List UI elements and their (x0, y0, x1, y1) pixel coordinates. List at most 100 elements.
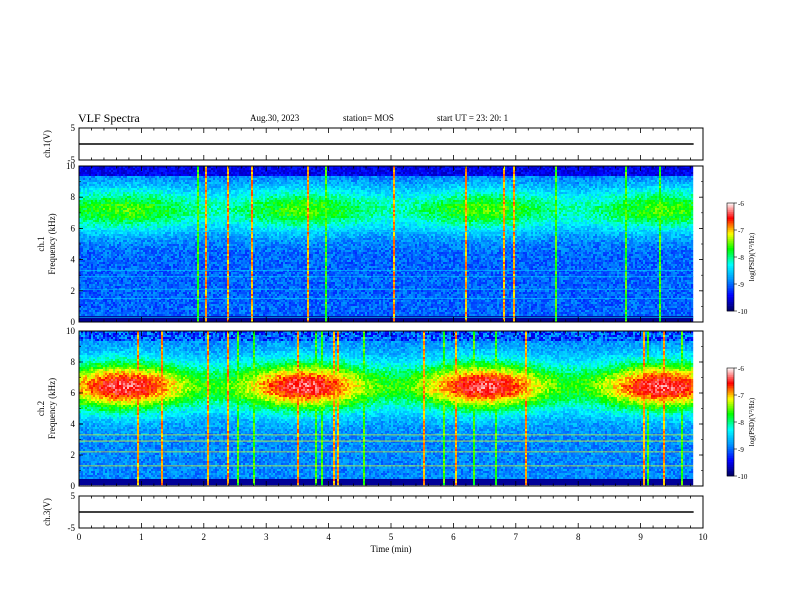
spectrogram-cell (105, 310, 107, 312)
spectrogram-cell (111, 260, 113, 262)
spectrogram-cell (127, 194, 129, 196)
spectrogram-cell (131, 312, 133, 314)
spectrogram-cell (127, 280, 129, 282)
spectrogram-cell (99, 268, 101, 270)
spectrogram-cell (99, 236, 101, 238)
spectrogram-cell (127, 218, 129, 220)
spectrogram-cell (95, 302, 97, 304)
spectrogram-cell (89, 312, 91, 314)
spectrogram-cell (135, 200, 137, 202)
spectrogram-cell (85, 290, 87, 292)
spectrogram-cell (141, 278, 143, 280)
spectrogram-cell (131, 182, 133, 184)
spectrogram-cell (127, 174, 129, 176)
spectrogram-cell (129, 192, 131, 194)
spectrogram-cell (93, 196, 95, 198)
spectrogram-cell (121, 262, 123, 264)
spectrogram-cell (85, 182, 87, 184)
spectrogram-cell (115, 172, 117, 174)
spectrogram-cell (115, 204, 117, 206)
spectrogram-cell (121, 170, 123, 172)
spectrogram-cell (131, 262, 133, 264)
spectrogram-cell (121, 210, 123, 212)
spectrogram-cell (101, 234, 103, 236)
spectrogram-cell (145, 210, 147, 212)
spectrogram-cell (109, 208, 111, 210)
spectrogram-cell (135, 220, 137, 222)
spectrogram-cell (87, 278, 89, 280)
spectrogram-cell (85, 218, 87, 220)
spectrogram-cell (85, 302, 87, 304)
spectrogram-cell (139, 318, 141, 320)
y-tick-label: 5 (71, 123, 76, 133)
spectrogram-cell (107, 180, 109, 182)
spectrogram-cell (89, 318, 91, 320)
spectrogram-cell (127, 238, 129, 240)
spectrogram-cell (133, 170, 135, 172)
spectrogram-cell (143, 240, 145, 242)
spectrogram-cell (95, 234, 97, 236)
spectrogram-cell (117, 262, 119, 264)
spectrogram-cell (117, 290, 119, 292)
spectrogram-cell (99, 258, 101, 260)
spectrogram-cell (109, 182, 111, 184)
spectrogram-cell (115, 212, 117, 214)
spectrogram-cell (97, 224, 99, 226)
spectrogram-cell (129, 302, 131, 304)
spectrogram-cell (101, 308, 103, 310)
spectrogram-cell (145, 306, 147, 308)
spectrogram-cell (125, 222, 127, 224)
spectrogram-cell (99, 188, 101, 190)
spectrogram-cell (111, 266, 113, 268)
spectrogram-cell (121, 258, 123, 260)
spectrogram-cell (121, 218, 123, 220)
spectrogram-cell (129, 190, 131, 192)
spectrogram-cell (97, 192, 99, 194)
spectrogram-cell (99, 170, 101, 172)
spectrogram-cell (127, 186, 129, 188)
spectrogram-cell (99, 264, 101, 266)
spectrogram-cell (133, 178, 135, 180)
spectrogram-cell (105, 246, 107, 248)
spectrogram-cell (93, 266, 95, 268)
spectrogram-cell (123, 268, 125, 270)
spectrogram-cell (97, 248, 99, 250)
spectrogram-cell (99, 216, 101, 218)
spectrogram-cell (117, 268, 119, 270)
spectrogram-cell (97, 284, 99, 286)
spectrogram-cell (109, 302, 111, 304)
spectrogram-cell (135, 278, 137, 280)
spectrogram-cell (105, 212, 107, 214)
spectrogram-cell (129, 310, 131, 312)
spectrogram-cell (99, 252, 101, 254)
spectrogram-cell (107, 300, 109, 302)
spectrogram-cell (111, 244, 113, 246)
spectrogram-cell (107, 216, 109, 218)
spectrogram-cell (111, 256, 113, 258)
spectrogram-cell (115, 252, 117, 254)
spectrogram-cell (93, 280, 95, 282)
spectrogram-cell (91, 196, 93, 198)
spectrogram-cell (101, 190, 103, 192)
spectrogram-cell (87, 318, 89, 320)
spectrogram-cell (81, 238, 83, 240)
spectrogram-cell (93, 284, 95, 286)
spectrogram-cell (101, 180, 103, 182)
spectrogram-cell (137, 216, 139, 218)
spectrogram-cell (107, 192, 109, 194)
spectrogram-cell (83, 284, 85, 286)
spectrogram-cell (131, 240, 133, 242)
spectrogram-cell (147, 190, 149, 192)
spectrogram-cell (127, 308, 129, 310)
spectrogram-cell (141, 250, 143, 252)
spectrogram-cell (85, 200, 87, 202)
spectrogram-cell (117, 202, 119, 204)
spectrogram-cell (83, 266, 85, 268)
spectrogram-cell (113, 224, 115, 226)
spectrogram-cell (103, 206, 105, 208)
spectrogram-cell (145, 272, 147, 274)
spectrogram-cell (105, 312, 107, 314)
spectrogram-cell (143, 212, 145, 214)
spectrogram-cell (91, 278, 93, 280)
spectrogram-cell (109, 200, 111, 202)
